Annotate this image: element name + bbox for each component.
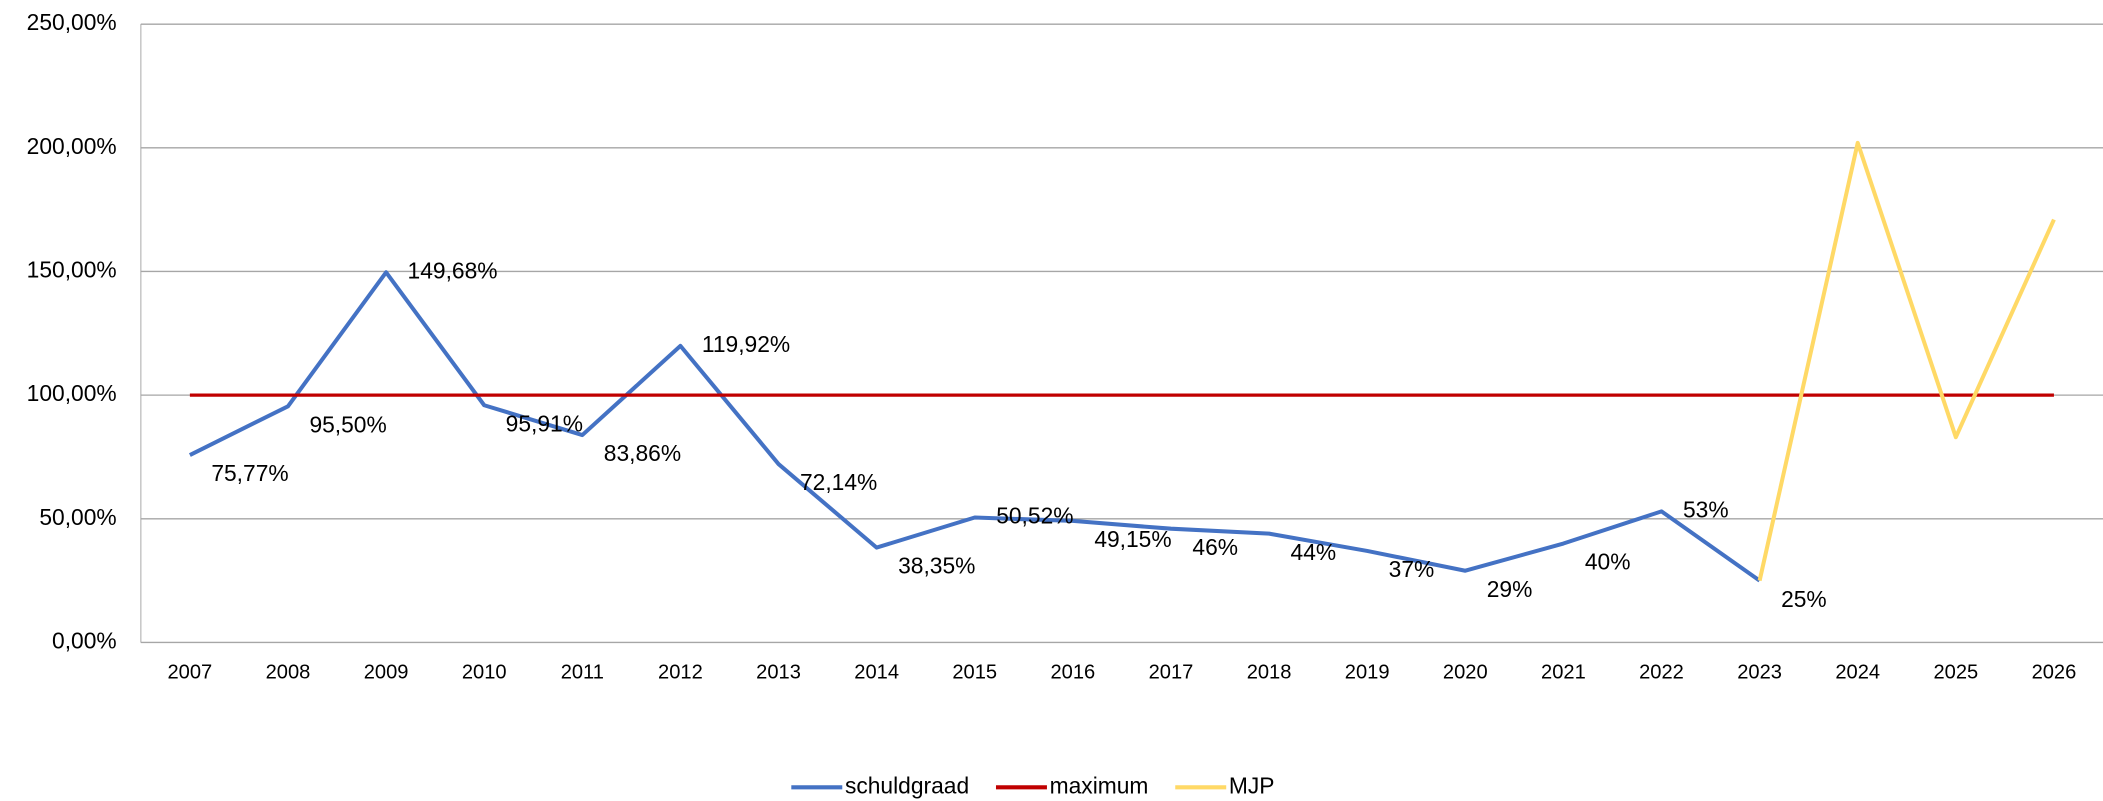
x-tick-label: 2021 [1541, 662, 1586, 684]
data-label: 50,52% [996, 503, 1073, 529]
series-line [188, 270, 1761, 583]
data-label: 95,91% [506, 410, 583, 436]
x-tick-label: 2013 [756, 662, 801, 684]
y-tick-label: 200,00% [27, 133, 117, 159]
x-tick-label: 2009 [364, 662, 409, 684]
x-tick-label: 2016 [1050, 662, 1095, 684]
y-tick-label: 250,00% [27, 9, 117, 35]
x-tick-label: 2015 [952, 662, 997, 684]
x-tick-label: 2008 [266, 662, 311, 684]
y-tick-label: 150,00% [27, 256, 117, 282]
x-tick-label: 2017 [1149, 662, 1194, 684]
data-label: 53% [1683, 496, 1729, 522]
x-tick-label: 2019 [1345, 662, 1390, 684]
x-tick-label: 2011 [561, 662, 604, 684]
data-label: 25% [1781, 586, 1827, 612]
data-label: 40% [1585, 549, 1631, 575]
series-line [1757, 140, 2056, 582]
x-tick-label: 2024 [1835, 662, 1880, 684]
y-tick-label: 100,00% [27, 380, 117, 406]
x-tick-label: 2020 [1443, 662, 1488, 684]
y-tick-label: 0,00% [52, 627, 117, 653]
data-label: 37% [1389, 556, 1435, 582]
x-tick-label: 2007 [168, 662, 213, 684]
x-tick-label: 2012 [658, 662, 703, 684]
x-tick-label: 2010 [462, 662, 507, 684]
legend-label: MJP [1229, 772, 1275, 798]
x-tick-label: 2025 [1933, 662, 1978, 684]
x-tick-label: 2018 [1247, 662, 1292, 684]
data-label: 95,50% [309, 411, 386, 437]
x-tick-label: 2026 [2032, 662, 2077, 684]
y-tick-label: 50,00% [39, 504, 116, 530]
x-tick-label: 2014 [854, 662, 899, 684]
data-label: 49,15% [1094, 526, 1171, 552]
data-label: 38,35% [898, 553, 975, 579]
data-label: 75,77% [211, 460, 288, 486]
data-label: 44% [1291, 539, 1337, 565]
legend-label: maximum [1050, 772, 1149, 798]
data-label: 72,14% [800, 469, 877, 495]
data-label: 46% [1192, 534, 1238, 560]
data-label: 119,92% [702, 331, 790, 357]
data-label: 149,68% [408, 257, 498, 283]
legend-label: schuldgraad [845, 772, 969, 798]
data-label: 29% [1487, 576, 1533, 602]
x-tick-label: 2022 [1639, 662, 1684, 684]
data-label: 83,86% [604, 440, 681, 466]
x-tick-label: 2023 [1737, 662, 1782, 684]
